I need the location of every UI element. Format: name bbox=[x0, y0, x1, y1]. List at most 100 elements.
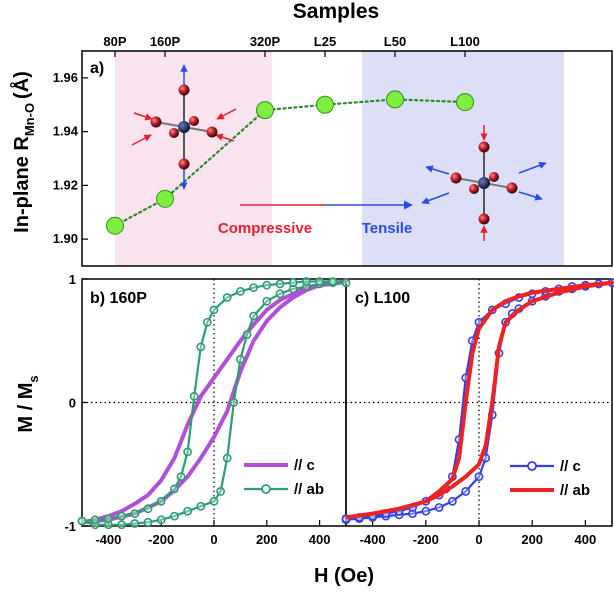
x-tick-label: 200 bbox=[256, 532, 278, 547]
curve-marker bbox=[341, 278, 351, 288]
curve-marker bbox=[202, 317, 212, 327]
curve-marker bbox=[288, 284, 298, 294]
x-tick-label: -200 bbox=[148, 532, 174, 547]
x-axis-label: H (Oe) bbox=[314, 565, 374, 587]
x-tick-label: 400 bbox=[309, 532, 331, 547]
curve-marker bbox=[474, 472, 484, 481]
curve-marker bbox=[104, 520, 113, 530]
curve-marker bbox=[77, 516, 87, 526]
curve-marker bbox=[434, 503, 444, 512]
sample-tick-label: 160P bbox=[150, 34, 181, 49]
data-point bbox=[386, 90, 404, 109]
legend-label: // c bbox=[294, 457, 315, 474]
trend-line bbox=[113, 98, 467, 227]
tensile-region bbox=[362, 51, 564, 266]
x-tick-label: -200 bbox=[413, 532, 439, 547]
curve-marker bbox=[176, 472, 186, 481]
curve-marker bbox=[104, 514, 113, 523]
sample-tick-label: L25 bbox=[314, 34, 336, 49]
svg-text:M / Ms: M / Ms bbox=[15, 375, 41, 432]
curve-marker bbox=[143, 504, 153, 514]
panel-a-frame bbox=[81, 50, 613, 267]
hysteresis-loop-c bbox=[81, 279, 348, 525]
y-tick-label-a: 1.90 bbox=[53, 231, 78, 246]
panel-a-label: a) bbox=[90, 60, 104, 77]
x-tick-label: 200 bbox=[521, 532, 543, 547]
legend-marker bbox=[261, 484, 271, 494]
curve-marker bbox=[169, 484, 179, 494]
curve-marker bbox=[189, 391, 199, 401]
octahedron-tensile-icon bbox=[421, 125, 547, 241]
curve-marker bbox=[249, 311, 258, 321]
hysteresis-loop-ab bbox=[81, 280, 348, 526]
x-tick-label: -400 bbox=[95, 532, 121, 547]
y-tick-label-b: 0 bbox=[69, 396, 76, 411]
y-tick-label-a: 1.96 bbox=[53, 70, 78, 85]
y-label-sub: Mn-O bbox=[22, 103, 37, 136]
curve-marker bbox=[196, 342, 206, 352]
legend-label: // c bbox=[560, 458, 581, 475]
panel-a: Samples 80P 160P 320P L25 L50 L100 1.901.921.… bbox=[9, 0, 613, 267]
panel-c-label: c) L100 bbox=[355, 290, 410, 307]
curve-marker bbox=[275, 289, 285, 299]
y-axis-label-a: In-plane RMn-O (Å) bbox=[9, 71, 37, 233]
curve-marker bbox=[209, 305, 219, 315]
curve-marker bbox=[301, 277, 311, 286]
y-tick-label-a: 1.94 bbox=[53, 124, 79, 139]
curve-marker bbox=[143, 517, 153, 527]
curve-marker bbox=[421, 506, 431, 516]
curve-marker bbox=[222, 453, 232, 463]
curve-marker bbox=[117, 511, 126, 521]
data-point bbox=[456, 93, 474, 112]
curve-marker bbox=[249, 283, 258, 293]
curve-marker bbox=[288, 278, 298, 288]
plot-area-c: -400 -200 0 200 400 // c // ab bbox=[341, 278, 614, 547]
sample-tick-label: 320P bbox=[250, 34, 281, 49]
curve-marker bbox=[183, 447, 192, 457]
compressive-region bbox=[115, 51, 272, 266]
legend-label: // ab bbox=[560, 482, 590, 499]
curve-marker bbox=[235, 286, 245, 296]
curve-marker bbox=[315, 277, 324, 286]
octahedron-compressive-icon bbox=[131, 64, 237, 190]
y-tick-label-a: 1.92 bbox=[53, 177, 78, 192]
curve-marker bbox=[156, 496, 166, 506]
curve-marker bbox=[222, 293, 232, 302]
y-tick-label-b: -1 bbox=[64, 519, 76, 534]
legend-marker bbox=[527, 461, 537, 471]
svg-text:In-plane RMn-O(Å): In-plane RMn-O (Å) bbox=[9, 71, 37, 233]
y-axis-a: 1.90 1.92 1.94 1.96 bbox=[53, 70, 88, 246]
curve-marker bbox=[447, 496, 457, 506]
curve-marker bbox=[156, 515, 166, 525]
curve-marker bbox=[328, 277, 338, 286]
curve-marker bbox=[235, 354, 245, 364]
curve-marker bbox=[183, 506, 192, 516]
x-tick-label: 0 bbox=[210, 532, 217, 547]
curve-marker bbox=[229, 398, 239, 407]
hysteresis-loop-ab bbox=[345, 280, 614, 520]
curve-marker bbox=[117, 520, 126, 530]
data-point bbox=[316, 95, 334, 114]
curve-marker bbox=[196, 501, 206, 511]
curve-marker bbox=[169, 511, 179, 521]
curve-marker bbox=[216, 487, 225, 496]
curve-marker bbox=[262, 296, 272, 306]
sample-tick-label: 80P bbox=[103, 34, 126, 49]
x-tick-label: -400 bbox=[360, 532, 386, 547]
curve-marker bbox=[242, 330, 252, 339]
x-tick-label: 400 bbox=[575, 532, 597, 547]
curve-marker bbox=[209, 496, 219, 506]
curve-marker bbox=[408, 509, 417, 519]
sample-tick-label: L50 bbox=[384, 34, 406, 49]
y-label-unit: (Å) bbox=[9, 71, 33, 99]
curve-marker bbox=[90, 515, 100, 525]
curve-marker bbox=[130, 519, 140, 528]
y-axis-label-b: M / Ms bbox=[15, 375, 41, 432]
y-label-main: In-plane R bbox=[11, 136, 33, 233]
data-point bbox=[256, 101, 274, 120]
y-label-b-sub: s bbox=[26, 375, 41, 382]
curve-marker bbox=[262, 280, 272, 290]
legend-label: // ab bbox=[294, 481, 324, 498]
tensile-label: Tensile bbox=[362, 220, 413, 237]
